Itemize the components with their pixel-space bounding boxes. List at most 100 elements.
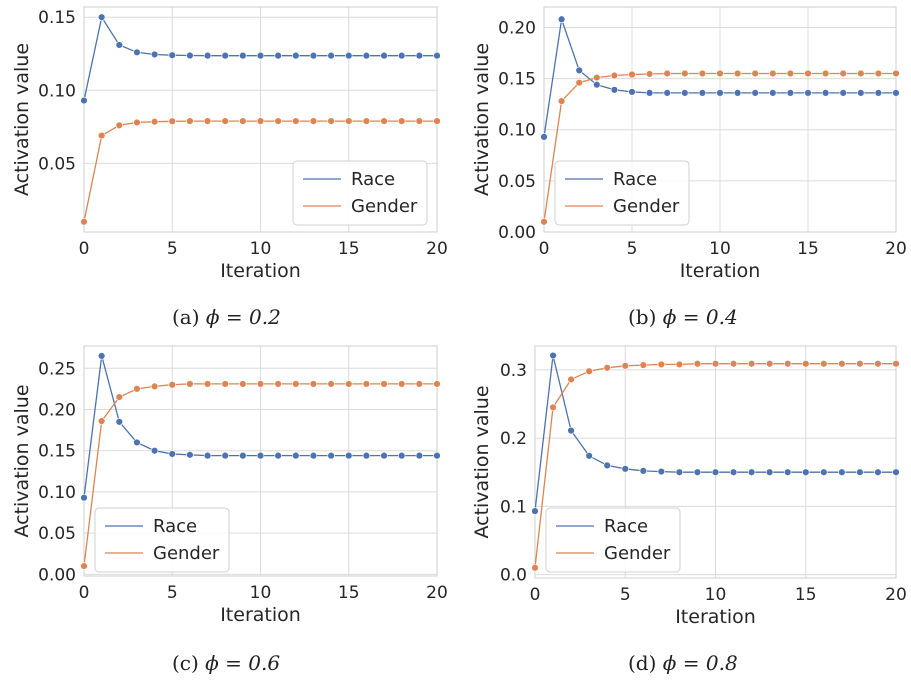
data-point-race: [681, 89, 689, 97]
y-tick-label: 0.10: [38, 81, 76, 101]
data-point-race: [575, 66, 583, 75]
data-point-race: [675, 468, 684, 476]
data-point-gender: [80, 218, 88, 226]
data-point-gender: [415, 380, 424, 388]
data-point-gender: [186, 380, 194, 388]
data-point-gender: [786, 69, 795, 78]
data-point-gender: [345, 380, 353, 388]
data-point-gender: [610, 71, 619, 80]
data-point-race: [274, 451, 282, 460]
data-point-gender: [150, 382, 159, 391]
data-point-race: [327, 51, 335, 60]
data-point-gender: [115, 393, 124, 401]
data-point-race: [784, 468, 792, 476]
data-point-gender: [433, 117, 441, 125]
chart-panel-b: 0 5 10 15 20 0.00 0.05 0.10 0.15 0.20 Iteration Act…: [455, 0, 911, 342]
x-axis-label: Iteration: [220, 604, 301, 626]
data-point-gender: [820, 360, 828, 368]
line-chart-c: 0 5 10 15 20 0.00 0.05 0.10 0.15 0.20 0.25 Iteratio…: [11, 345, 448, 626]
data-point-gender: [711, 360, 720, 368]
caption-letter: (b): [628, 305, 657, 329]
x-tick-label: 20: [885, 585, 907, 605]
data-point-gender: [892, 360, 900, 368]
data-point-race: [765, 468, 774, 476]
legend-box: [292, 160, 428, 226]
data-point-gender: [239, 117, 247, 125]
caption-letter: (a): [172, 305, 200, 329]
data-point-gender: [97, 417, 106, 425]
data-point-race: [603, 461, 611, 470]
x-tick-label: 20: [426, 583, 448, 603]
data-point-gender: [621, 362, 629, 370]
data-point-race: [186, 51, 194, 60]
x-tick-label: 15: [797, 239, 819, 259]
data-point-gender: [327, 380, 335, 388]
data-point-race: [821, 89, 830, 97]
x-axis-label: Iteration: [675, 606, 756, 628]
data-point-gender: [838, 360, 846, 368]
data-point-race: [839, 89, 847, 97]
data-point-race: [733, 89, 742, 97]
line-chart-a: 0 5 10 15 20 0.05 0.10 0.15 Iteration Activation …: [11, 6, 448, 282]
data-point-race: [549, 351, 557, 360]
y-tick-label: 0.00: [498, 223, 536, 243]
legend-label-race: Race: [604, 516, 648, 537]
data-point-gender: [747, 360, 756, 368]
data-point-gender: [203, 380, 212, 388]
data-point-gender: [380, 117, 388, 125]
data-point-gender: [804, 69, 812, 78]
data-point-race: [804, 89, 812, 97]
data-point-race: [645, 89, 654, 97]
caption-phi: ϕ = 0.2: [205, 305, 281, 329]
data-point-gender: [567, 375, 575, 384]
y-tick-label: 0.0: [500, 566, 527, 586]
y-tick-label: 0.05: [498, 172, 536, 192]
data-point-race: [362, 451, 371, 460]
data-point-gender: [802, 360, 810, 368]
legend: Race Gender: [554, 160, 690, 226]
data-point-race: [203, 451, 212, 460]
data-point-gender: [729, 360, 738, 368]
data-point-race: [415, 51, 424, 60]
data-point-gender: [221, 380, 229, 388]
data-point-gender: [380, 380, 388, 388]
y-tick-label: 0.00: [38, 565, 76, 585]
data-point-gender: [733, 69, 742, 78]
data-point-gender: [415, 117, 424, 125]
data-point-race: [593, 81, 601, 89]
data-point-gender: [892, 69, 900, 78]
data-point-gender: [362, 117, 371, 125]
plot-frame: [534, 345, 897, 579]
x-tick-label: 15: [338, 583, 360, 603]
data-point-race: [769, 89, 777, 97]
data-point-gender: [698, 69, 707, 78]
data-point-gender: [557, 97, 566, 105]
data-point-race: [786, 89, 795, 97]
data-point-race: [309, 451, 318, 460]
caption-letter: (d): [628, 651, 657, 675]
x-tick-label: 5: [167, 239, 178, 259]
y-tick-label: 0.05: [38, 154, 76, 174]
legend-label-gender: Gender: [351, 196, 418, 217]
data-point-gender: [80, 562, 88, 570]
data-point-race: [327, 451, 335, 460]
caption-phi: ϕ = 0.4: [662, 305, 738, 329]
x-tick-label: 20: [426, 239, 448, 259]
data-point-race: [585, 452, 593, 460]
legend-box: [545, 507, 681, 573]
data-point-gender: [657, 360, 666, 369]
plot-frame: [543, 6, 897, 233]
data-point-gender: [203, 117, 212, 125]
data-point-gender: [839, 69, 847, 78]
data-point-race: [292, 451, 300, 460]
data-point-gender: [133, 385, 141, 393]
data-point-gender: [115, 121, 124, 130]
legend-box: [554, 160, 690, 226]
data-point-race: [874, 468, 882, 476]
data-point-race: [150, 50, 159, 59]
data-point-race: [874, 89, 883, 97]
caption-phi: ϕ = 0.6: [205, 651, 281, 675]
data-point-race: [115, 41, 124, 49]
legend: Race Gender: [94, 507, 230, 573]
x-tick-label: 0: [530, 585, 541, 605]
